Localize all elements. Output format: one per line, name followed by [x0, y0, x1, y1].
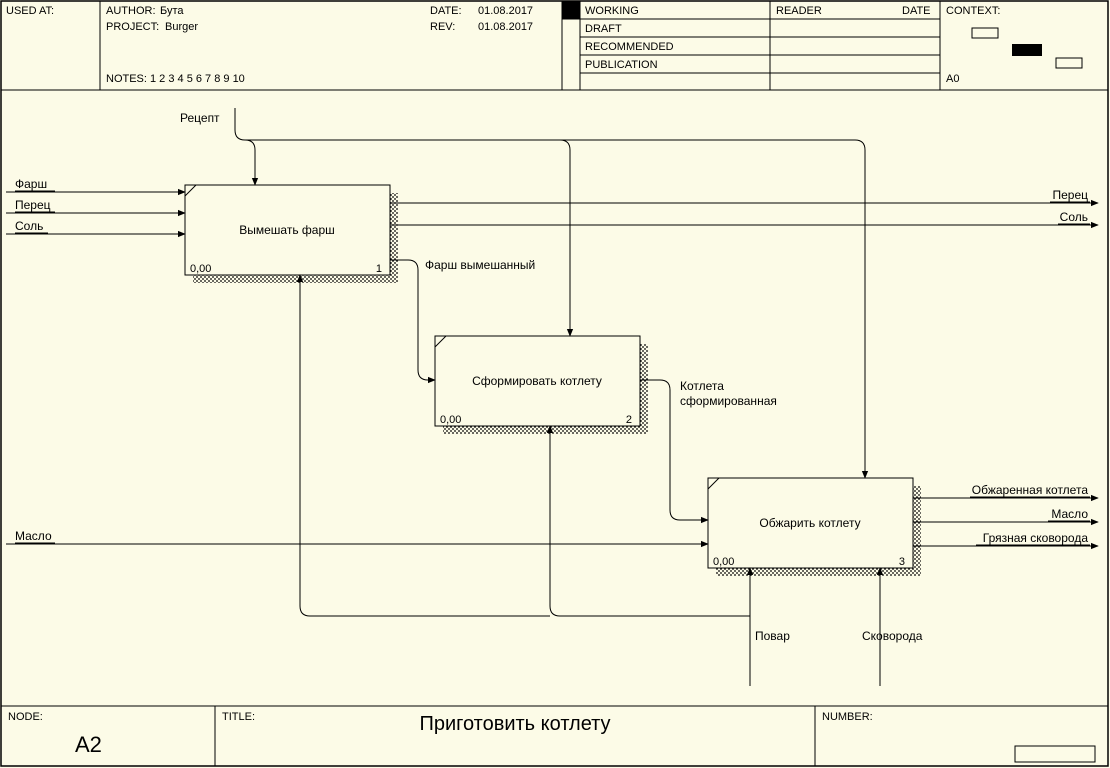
label-farsh: Фарш: [15, 177, 47, 191]
box-1-label: Вымешать фарш: [239, 223, 335, 237]
label-fried: Обжаренная котлета: [972, 483, 1089, 497]
header: USED AT: AUTHOR: Бута PROJECT: Burger NO…: [1, 1, 1108, 90]
working-marker: [562, 1, 580, 19]
context-label: CONTEXT:: [946, 5, 1000, 17]
box-3-label: Обжарить котлету: [759, 516, 860, 530]
node-label: NODE:: [8, 711, 43, 723]
footer: NODE: A2 TITLE: Приготовить котлету NUMB…: [1, 706, 1108, 766]
box-3: Обжарить котлету 0,00 3: [708, 478, 921, 576]
label-kotleta1: Котлета: [680, 379, 724, 393]
rev-value: 01.08.2017: [478, 21, 533, 33]
box-1-num: 1: [376, 263, 382, 275]
label-pan: Сковорода: [862, 629, 923, 643]
box-2-label: Сформировать котлету: [472, 374, 602, 388]
date-value: 01.08.2017: [478, 5, 533, 17]
status-working: WORKING: [585, 5, 639, 17]
notes-value: 1 2 3 4 5 6 7 8 9 10: [150, 73, 245, 85]
label-maslo-in: Масло: [15, 529, 52, 543]
box-2: Сформировать котлету 0,00 2: [435, 336, 648, 434]
box-1: Вымешать фарш 0,00 1: [185, 185, 398, 283]
node-value: A2: [75, 732, 102, 757]
status-publication: PUBLICATION: [585, 59, 658, 71]
date-label: DATE:: [430, 5, 462, 17]
box-3-cost: 0,00: [713, 556, 734, 568]
reader-label: READER: [776, 5, 822, 17]
used-at-label: USED AT:: [6, 5, 54, 17]
label-cook: Повар: [755, 629, 790, 643]
title-label: TITLE:: [222, 711, 255, 723]
diagram-body: Вымешать фарш 0,00 1 Сформировать котлет…: [6, 108, 1098, 686]
box-3-num: 3: [899, 556, 905, 568]
project-label: PROJECT:: [106, 21, 159, 33]
status-draft: DRAFT: [585, 23, 622, 35]
idef0-diagram: USED AT: AUTHOR: Бута PROJECT: Burger NO…: [0, 0, 1110, 768]
box-2-num: 2: [626, 414, 632, 426]
label-farsh-out: Фарш вымешанный: [425, 258, 535, 272]
context-box-1: [972, 28, 998, 38]
label-sol-out: Соль: [1060, 210, 1088, 224]
context-box-2: [1012, 44, 1042, 56]
label-perec-in: Перец: [15, 198, 51, 212]
arrow-recipe-b1: [245, 140, 255, 185]
arrow-cook-b1: [300, 275, 550, 616]
project-value: Burger: [165, 21, 198, 33]
label-sol-in: Соль: [15, 219, 43, 233]
notes-label: NOTES:: [106, 73, 147, 85]
label-recipe: Рецепт: [180, 111, 220, 125]
number-label: NUMBER:: [822, 711, 873, 723]
label-kotleta2: сформированная: [680, 394, 777, 408]
label-perec-out: Перец: [1052, 188, 1088, 202]
arrow-recipe-b2: [560, 140, 570, 336]
author-value: Бута: [160, 5, 184, 17]
box-2-cost: 0,00: [440, 414, 461, 426]
context-box-3: [1056, 58, 1082, 68]
author-label: AUTHOR:: [106, 5, 156, 17]
label-dirty: Грязная сковорода: [983, 531, 1089, 545]
title-value: Приготовить котлету: [419, 713, 610, 735]
context-code: A0: [946, 73, 959, 85]
number-box: [1015, 746, 1095, 762]
reader-date-label: DATE: [902, 5, 931, 17]
label-maslo-out: Масло: [1051, 507, 1088, 521]
box-1-cost: 0,00: [190, 263, 211, 275]
status-recommended: RECOMMENDED: [585, 41, 674, 53]
rev-label: REV:: [430, 21, 455, 33]
